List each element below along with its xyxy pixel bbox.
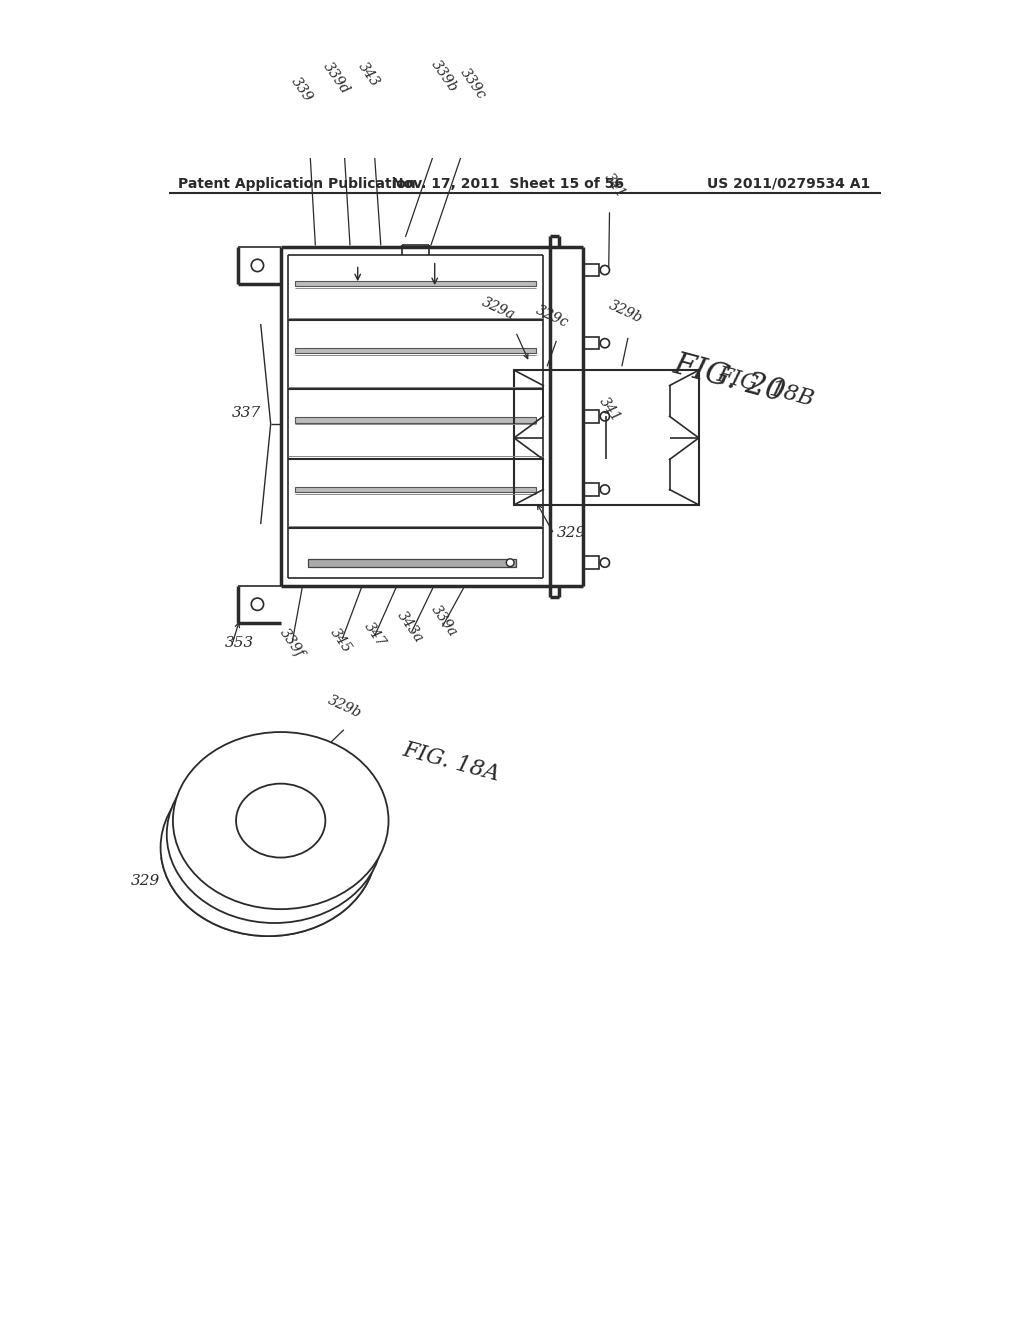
Text: 329: 329 [556,525,586,540]
Circle shape [600,558,609,568]
Text: 329: 329 [131,874,160,888]
Text: 339f: 339f [276,627,306,660]
Circle shape [600,484,609,494]
Text: 343a: 343a [394,609,426,645]
Bar [583,483,599,496]
Ellipse shape [223,810,313,884]
Text: FIG. 18A: FIG. 18A [400,739,502,785]
Text: 339a: 339a [429,603,460,640]
Text: 339b: 339b [429,57,461,95]
Text: Nov. 17, 2011  Sheet 15 of 56: Nov. 17, 2011 Sheet 15 of 56 [392,177,624,191]
Text: 343: 343 [355,59,382,90]
Ellipse shape [167,746,382,923]
Text: 345: 345 [327,626,353,655]
Text: 329a: 329a [196,892,233,919]
Bar [295,281,537,286]
Ellipse shape [173,733,388,909]
Text: 341: 341 [596,395,624,424]
Text: FIG. 20: FIG. 20 [670,348,788,409]
Bar [307,558,515,566]
Text: 339c: 339c [458,66,489,102]
Text: Patent Application Publication: Patent Application Publication [178,177,416,191]
Text: 329b: 329b [606,298,644,326]
Bar [583,264,599,276]
Text: 339: 339 [289,75,315,104]
Text: 341: 341 [602,170,629,201]
Bar [295,487,537,492]
Circle shape [600,412,609,421]
Bar [583,411,599,422]
Text: 329a: 329a [479,294,517,322]
Ellipse shape [230,797,319,871]
Circle shape [506,558,514,566]
Text: 329b: 329b [326,693,364,721]
Bar [295,348,537,354]
Text: 347: 347 [361,620,388,649]
Ellipse shape [237,784,326,858]
Text: 329c: 329c [239,902,275,928]
Circle shape [600,265,609,275]
Bar [295,417,537,422]
Text: 353: 353 [224,636,254,649]
Bar [514,370,698,506]
Text: 339d: 339d [321,59,352,96]
Ellipse shape [161,759,376,936]
Bar [583,557,599,569]
Bar [583,337,599,350]
Text: 329c: 329c [534,302,570,330]
Text: US 2011/0279534 A1: US 2011/0279534 A1 [707,177,869,191]
Circle shape [600,339,609,348]
Text: FIG. 18B: FIG. 18B [714,364,816,411]
Text: 337: 337 [232,407,261,420]
